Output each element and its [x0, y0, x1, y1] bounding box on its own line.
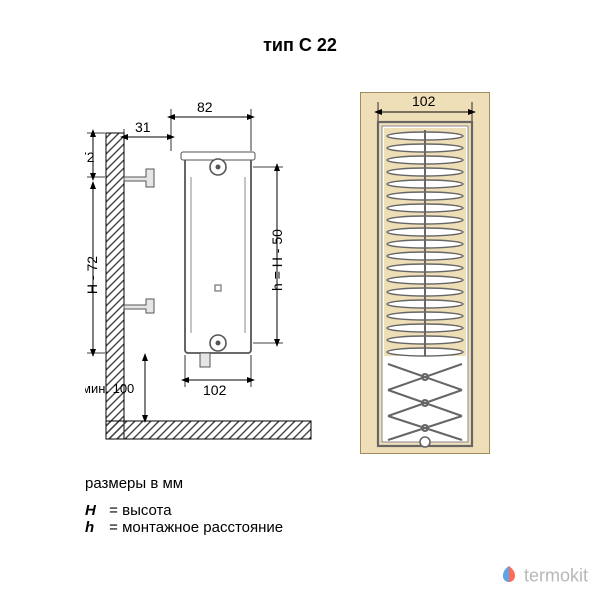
- topview-dim-102: 102: [412, 93, 436, 109]
- watermark: termokit: [498, 563, 588, 590]
- legend-H: высота: [122, 502, 171, 519]
- side-elevation: 82 31 72 H - 72 h = H - 50 102 мин. 100: [85, 95, 325, 455]
- legend-h: монтажное расстояние: [122, 519, 283, 536]
- legend-caption: размеры в мм: [85, 475, 283, 492]
- dim-102: 102: [203, 382, 227, 398]
- dim-H72: H - 72: [85, 256, 100, 294]
- dim-82: 82: [197, 99, 213, 115]
- figure-title: тип С 22: [0, 35, 600, 56]
- top-view-panel: 102: [360, 92, 490, 454]
- dim-min100: мин. 100: [85, 381, 134, 396]
- dim-31: 31: [135, 119, 151, 135]
- dim-72: 72: [85, 149, 95, 165]
- legend-block: размеры в мм H = высота h = монтажное ра…: [85, 475, 283, 536]
- dim-h50: h = H - 50: [269, 229, 285, 291]
